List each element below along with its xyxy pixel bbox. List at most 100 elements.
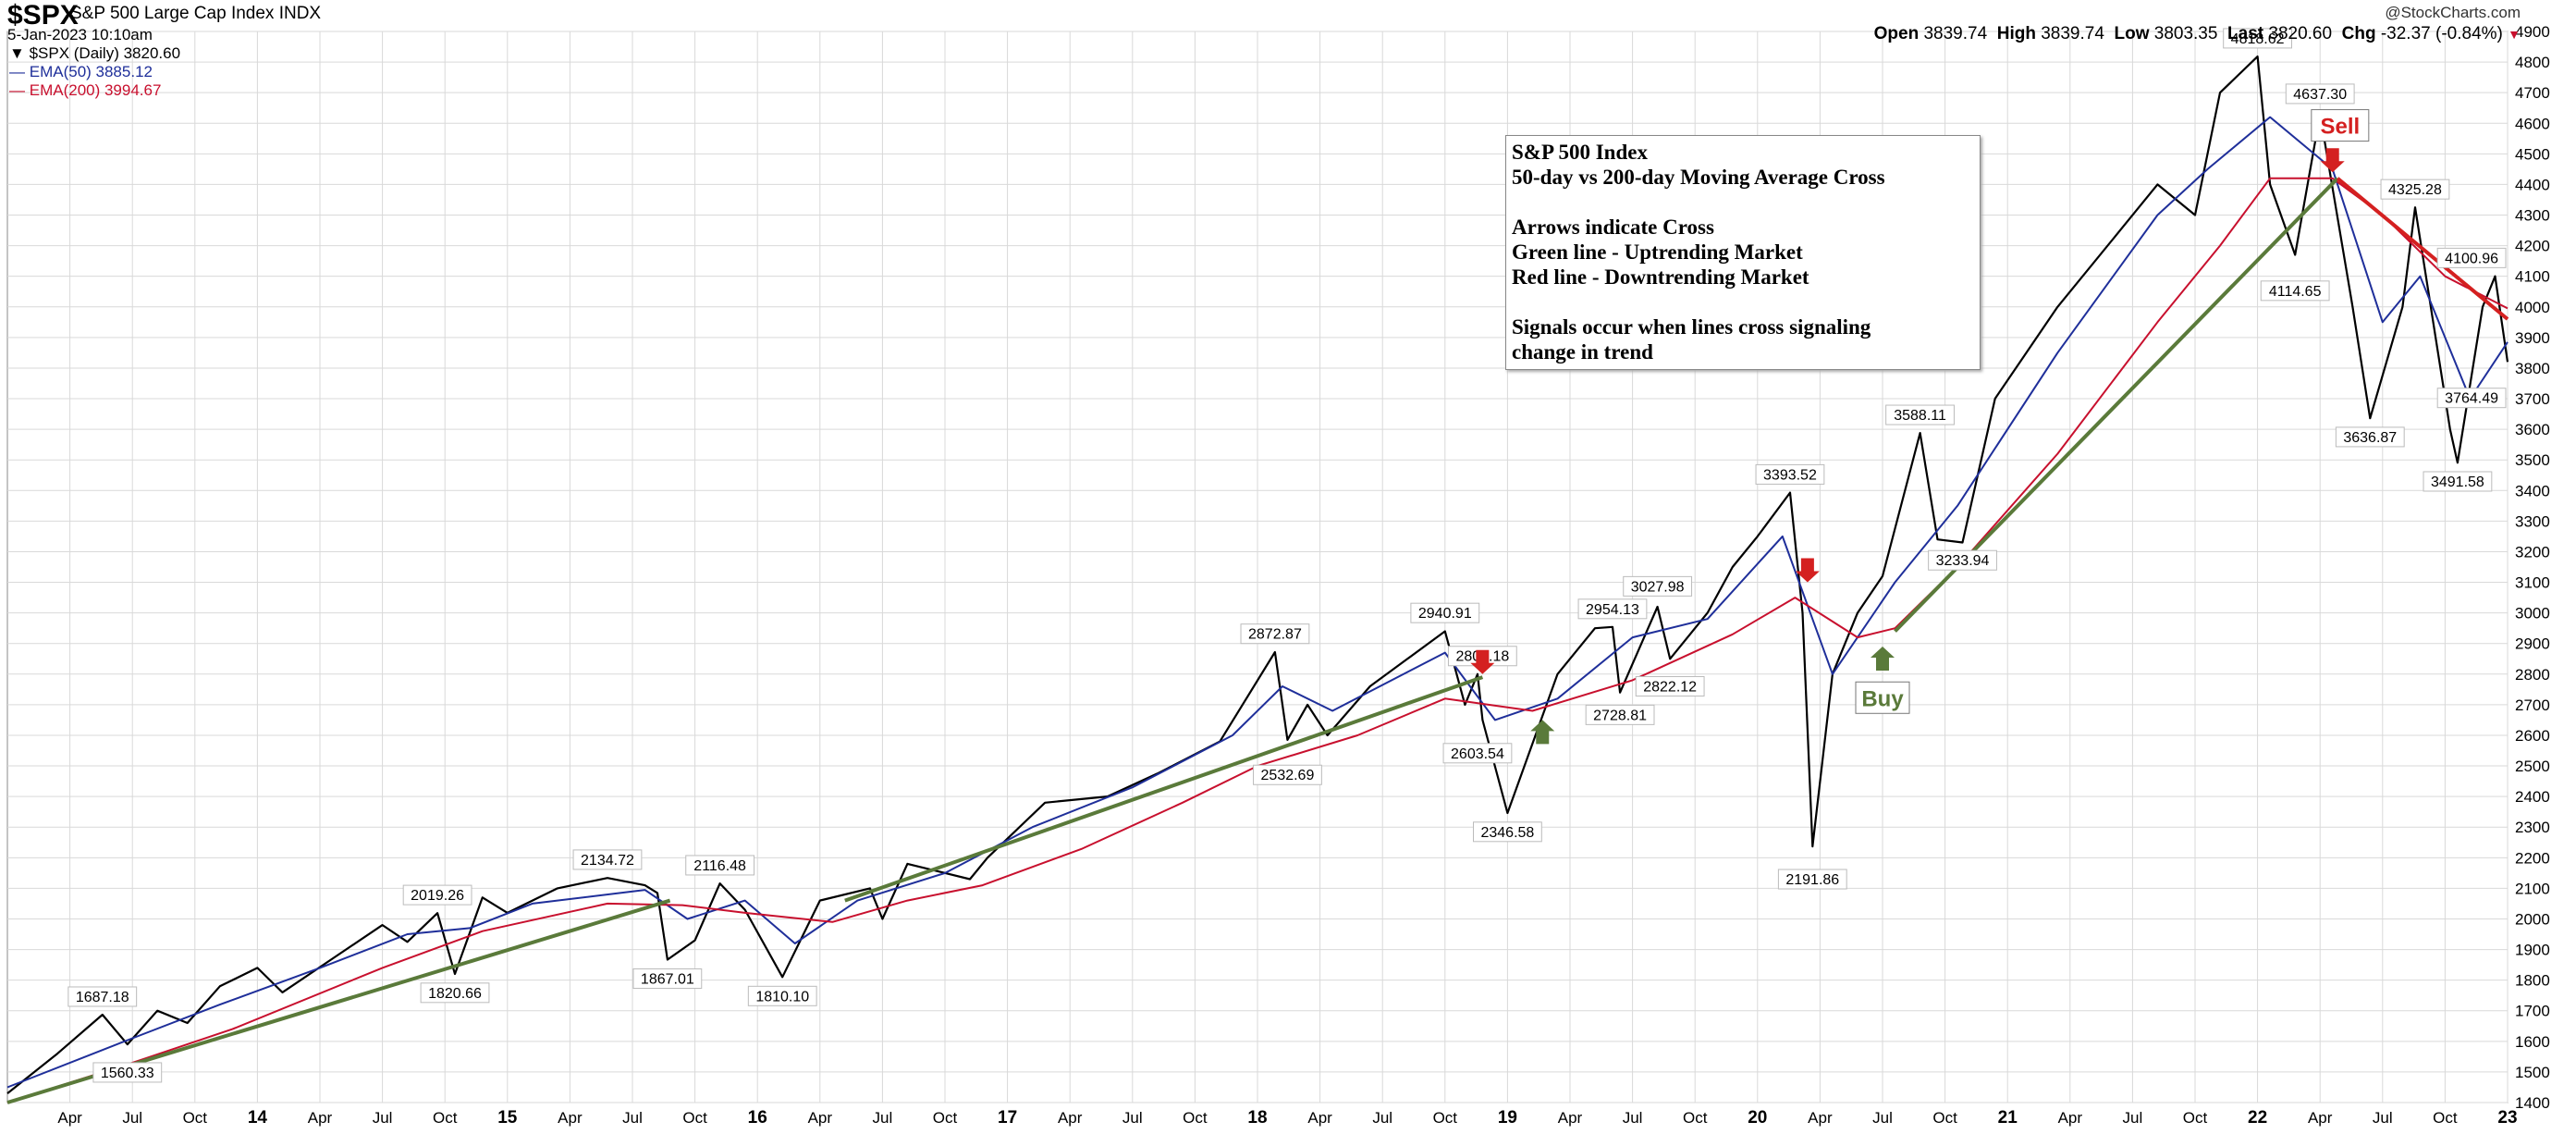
x-tick-label: Jul bbox=[373, 1109, 393, 1127]
y-tick-label: 3200 bbox=[2515, 543, 2550, 561]
annotation-line bbox=[1512, 190, 1980, 215]
price-label: 3027.98 bbox=[1631, 579, 1685, 595]
y-tick-label: 2000 bbox=[2515, 910, 2550, 928]
price-label-box bbox=[1777, 869, 1847, 890]
price-series bbox=[6, 55, 2509, 1094]
price-label-box bbox=[1635, 675, 1705, 696]
x-tick-label: Oct bbox=[1932, 1109, 1957, 1127]
price-label-box bbox=[402, 884, 472, 906]
price-label: 3491.58 bbox=[2431, 475, 2484, 490]
x-tick-label: Oct bbox=[1433, 1109, 1458, 1127]
x-tick-label: Apr bbox=[1558, 1109, 1583, 1127]
annotation-box: S&P 500 Index 50-day vs 200-day Moving A… bbox=[1505, 135, 1981, 370]
x-tick-label: Jul bbox=[1122, 1109, 1143, 1127]
price-label-box bbox=[1928, 549, 1997, 571]
price-label-box bbox=[1253, 764, 1322, 785]
x-tick-label: Oct bbox=[1183, 1109, 1208, 1127]
price-label: 4818.62 bbox=[2231, 31, 2285, 47]
downtrend-line bbox=[2336, 177, 2509, 321]
price-label: 2134.72 bbox=[581, 853, 634, 869]
x-tick-label: 23 bbox=[2497, 1108, 2517, 1128]
price-label-box bbox=[92, 1062, 163, 1083]
price-label: 4325.28 bbox=[2388, 182, 2442, 198]
chart-header: $SPX S&P 500 Large Cap Index INDX 5-Jan-… bbox=[0, 0, 2576, 55]
x-tick-label: 20 bbox=[1748, 1108, 1767, 1128]
y-tick-label: 2700 bbox=[2515, 696, 2550, 714]
x-tick-label: 16 bbox=[748, 1108, 767, 1128]
y-tick-label: 4600 bbox=[2515, 115, 2550, 132]
x-tick-label: Apr bbox=[558, 1109, 583, 1127]
x-tick-label: Oct bbox=[433, 1109, 458, 1127]
y-tick-label: 3700 bbox=[2515, 390, 2550, 408]
x-tick-label: Jul bbox=[622, 1109, 643, 1127]
y-tick-label: 4500 bbox=[2515, 145, 2550, 163]
price-label: 1560.33 bbox=[101, 1066, 154, 1081]
annotation-line: Red line - Downtrending Market bbox=[1512, 265, 1809, 289]
x-tick-label: Jul bbox=[2373, 1109, 2393, 1127]
price-label-box bbox=[747, 985, 817, 1006]
ohlc-bar: Open 3839.74 High 3839.74 Low 3803.35 La… bbox=[1873, 24, 2521, 43]
x-tick-label: Apr bbox=[1058, 1109, 1083, 1127]
price-label-box bbox=[2436, 388, 2507, 409]
sell-label-box bbox=[2311, 109, 2370, 142]
y-tick-label: 1500 bbox=[2515, 1064, 2550, 1081]
price-label: 3636.87 bbox=[2343, 430, 2397, 446]
buy-arrow-icon bbox=[1871, 647, 1895, 672]
price-label: 4100.96 bbox=[2445, 251, 2498, 266]
x-tick-label: Apr bbox=[1808, 1109, 1833, 1127]
ema50-series bbox=[6, 116, 2509, 1089]
price-label-box bbox=[1473, 821, 1542, 843]
ema200-series bbox=[6, 177, 2509, 1103]
sell-arrow-icon bbox=[1470, 649, 1495, 674]
y-tick-label: 1600 bbox=[2515, 1033, 2550, 1051]
y-tick-label: 3900 bbox=[2515, 329, 2550, 347]
y-tick-label: 3500 bbox=[2515, 451, 2550, 469]
y-tick-label: 1800 bbox=[2515, 972, 2550, 990]
sell-arrow-icon bbox=[2320, 148, 2345, 173]
price-label-box bbox=[1585, 704, 1655, 725]
x-tick-label: Jul bbox=[873, 1109, 893, 1127]
price-label-box bbox=[2436, 247, 2507, 268]
y-tick-label: 3600 bbox=[2515, 421, 2550, 438]
x-tick-label: 18 bbox=[1247, 1108, 1267, 1128]
price-label: 2728.81 bbox=[1593, 708, 1647, 723]
annotation-line: change in trend bbox=[1512, 340, 1653, 364]
brand-label: @StockCharts.com bbox=[2385, 4, 2521, 21]
price-label-box bbox=[1240, 623, 1310, 645]
price-label: 4637.30 bbox=[2293, 87, 2347, 103]
price-label: 1810.10 bbox=[755, 989, 809, 1005]
price-label: 3233.94 bbox=[1936, 553, 1990, 569]
annotation-line: Green line - Uptrending Market bbox=[1512, 240, 1803, 264]
price-label-box bbox=[1410, 602, 1480, 623]
price-label-box bbox=[1623, 575, 1693, 597]
chart-date: 5-Jan-2023 10:10am bbox=[7, 26, 153, 43]
y-tick-label: 4100 bbox=[2515, 268, 2550, 286]
sell-arrow-icon bbox=[1795, 558, 1820, 583]
y-tick-label: 2200 bbox=[2515, 849, 2550, 867]
price-label-box bbox=[1442, 743, 1513, 764]
annotation-line: Signals occur when lines cross signaling bbox=[1512, 315, 1871, 339]
x-tick-label: Apr bbox=[2308, 1109, 2333, 1127]
price-label-box bbox=[420, 982, 490, 1004]
y-tick-label: 4000 bbox=[2515, 299, 2550, 316]
price-label: 2346.58 bbox=[1480, 825, 1534, 841]
price-label: 2954.13 bbox=[1586, 602, 1639, 618]
y-tick-label: 3300 bbox=[2515, 512, 2550, 530]
y-tick-label: 4400 bbox=[2515, 176, 2550, 193]
price-label: 2532.69 bbox=[1261, 768, 1315, 783]
symbol: $SPX bbox=[7, 0, 79, 31]
price-label-box bbox=[67, 986, 138, 1007]
price-label: 1687.18 bbox=[76, 990, 129, 1005]
y-tick-label: 1400 bbox=[2515, 1094, 2550, 1112]
price-label: 2019.26 bbox=[411, 888, 464, 904]
uptrend-line bbox=[844, 675, 1484, 903]
x-tick-label: 14 bbox=[248, 1108, 268, 1128]
price-label: 2191.86 bbox=[1785, 872, 1839, 888]
x-tick-label: Oct bbox=[2183, 1109, 2208, 1127]
price-label: 1820.66 bbox=[428, 986, 482, 1002]
x-tick-label: Apr bbox=[808, 1109, 833, 1127]
legend-ema200: — EMA(200) 3994.67 bbox=[9, 81, 162, 99]
price-label-box bbox=[572, 849, 643, 870]
x-tick-label: Oct bbox=[933, 1109, 958, 1127]
